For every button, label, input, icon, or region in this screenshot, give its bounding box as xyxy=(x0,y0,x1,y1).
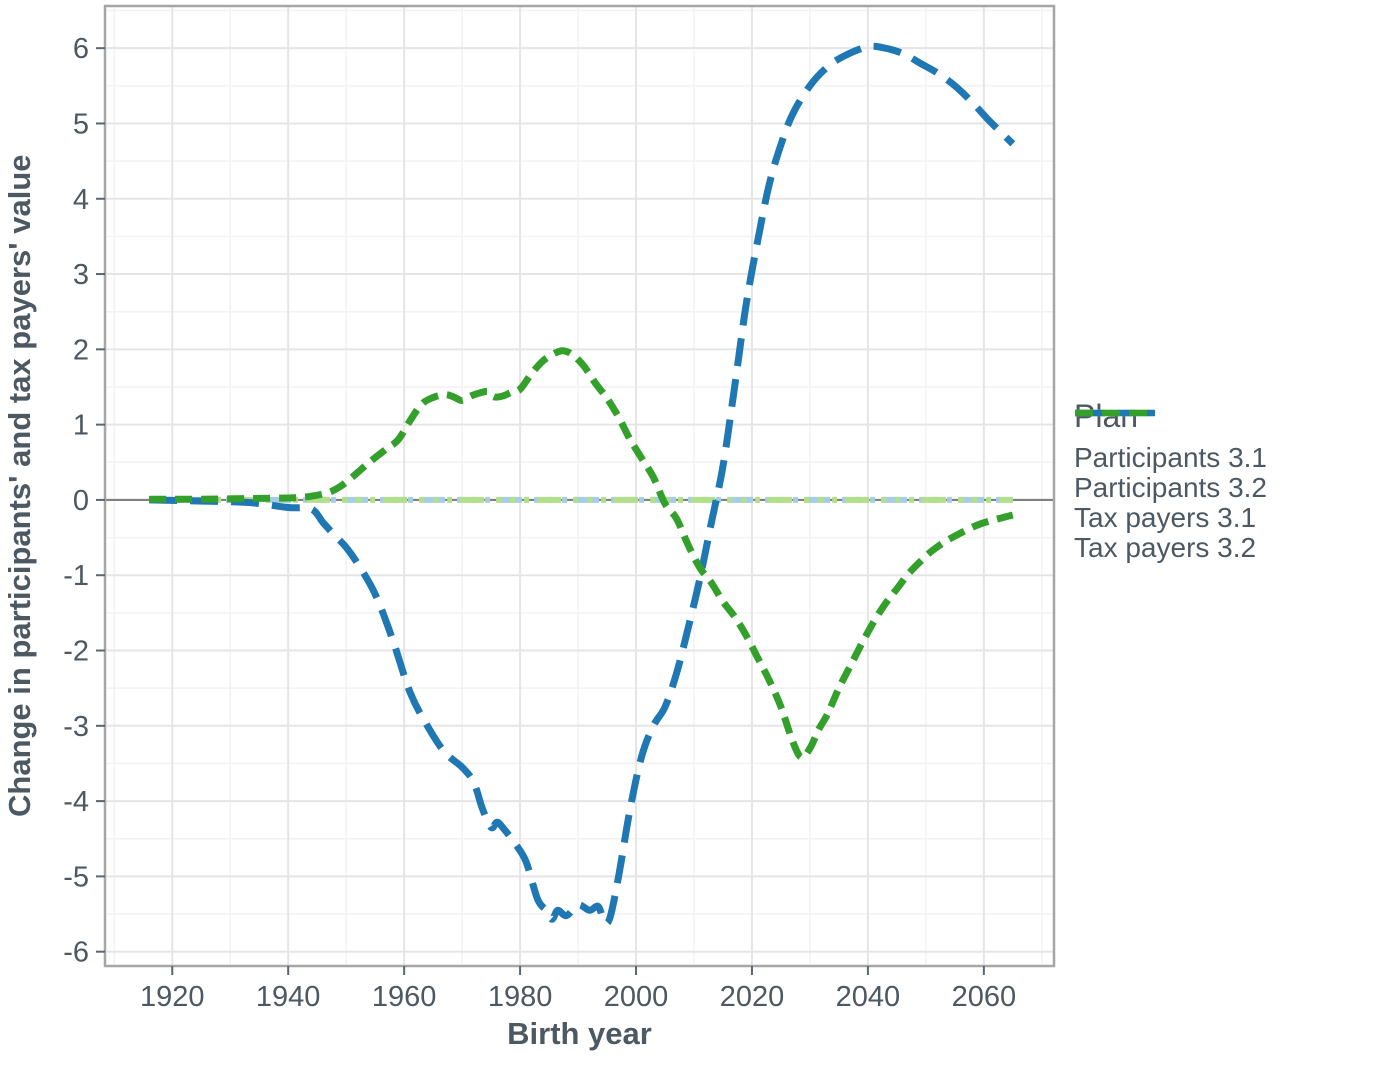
x-tick-label: 2000 xyxy=(604,981,669,1013)
y-tick-label: -5 xyxy=(63,861,89,893)
y-tick-label: -4 xyxy=(63,786,89,818)
legend-item: Participants 3.1 xyxy=(1074,409,1400,473)
legend-item-label: Participants 3.2 xyxy=(1074,472,1267,503)
series-line-tax-payers-3-1 xyxy=(149,42,1016,927)
x-tick-label: 1940 xyxy=(256,981,321,1013)
y-tick-label: -3 xyxy=(63,711,89,743)
y-tick-label: -1 xyxy=(63,560,89,592)
legend-item: Tax payers 3.2 xyxy=(1074,409,1400,563)
y-tick-label: 3 xyxy=(73,259,89,291)
plot-panel xyxy=(105,6,1054,966)
legend-key-line xyxy=(1075,409,1155,417)
panel-border xyxy=(103,4,1056,968)
series-line-tax-payers-3-2 xyxy=(149,347,1014,762)
x-tick-label: 1960 xyxy=(372,981,437,1013)
legend-items: Participants 3.1 Participants 3.2 Tax paye… xyxy=(1074,409,1400,563)
legend-item-label: Participants 3.1 xyxy=(1074,442,1267,473)
grid-major xyxy=(105,6,1054,966)
y-tick-label: -6 xyxy=(63,937,89,969)
legend-item-label: Tax payers 3.2 xyxy=(1074,532,1257,563)
x-tick-label: 2020 xyxy=(720,981,785,1013)
y-tick-label: 0 xyxy=(73,485,89,517)
axes: 1920 1940 1960 1980 2000 2020 2040 2060 -6 -5 -4 -3… xyxy=(63,33,1016,1013)
y-tick-label: 6 xyxy=(73,33,89,65)
y-tick-label: 2 xyxy=(73,334,89,366)
x-tick-label: 2040 xyxy=(836,981,901,1013)
legend-item-label: Tax payers 3.1 xyxy=(1074,502,1257,533)
y-tick-label: 1 xyxy=(73,410,89,442)
x-tick-label: 1980 xyxy=(488,981,553,1013)
y-tick-label: 5 xyxy=(73,108,89,140)
y-tick-label: -2 xyxy=(63,636,89,668)
y-tick-label: 4 xyxy=(73,184,89,216)
x-tick-label: 1920 xyxy=(140,981,205,1013)
y-axis-title: Change in participants' and tax payers' … xyxy=(2,154,37,818)
grid-minor xyxy=(105,6,1054,966)
legend-item: Tax payers 3.1 xyxy=(1074,409,1400,533)
x-tick-label: 2060 xyxy=(952,981,1017,1013)
legend-item: Participants 3.2 xyxy=(1074,409,1400,503)
x-axis-title: Birth year xyxy=(507,1016,652,1051)
